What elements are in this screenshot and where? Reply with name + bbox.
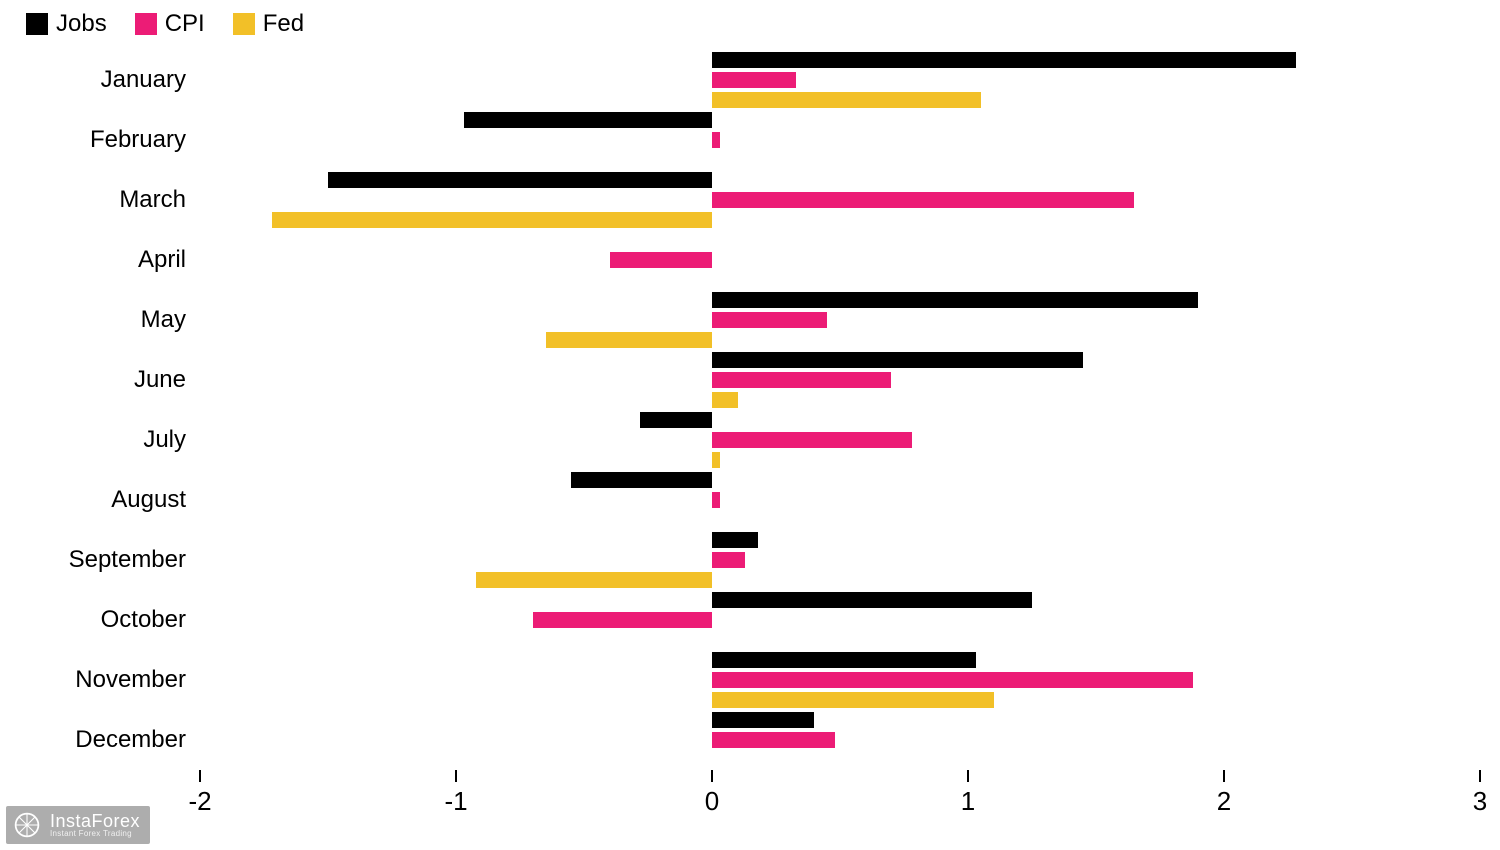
bar-fed (546, 332, 712, 348)
bar-cpi (712, 372, 891, 388)
x-tick-label: 3 (1473, 786, 1487, 817)
bar-cpi (712, 732, 835, 748)
chart-row: October (0, 590, 1500, 650)
chart-row: December (0, 710, 1500, 770)
month-label: August (0, 470, 200, 530)
x-tick (455, 770, 457, 782)
legend-label-cpi: CPI (165, 10, 205, 38)
plot-cell (200, 110, 1480, 170)
month-label: February (0, 110, 200, 170)
x-tick (1479, 770, 1481, 782)
bar-cpi (712, 552, 745, 568)
plot-cell (200, 650, 1480, 710)
x-tick-label: 0 (705, 786, 719, 817)
x-tick (967, 770, 969, 782)
watermark-subtitle: Instant Forex Trading (50, 830, 140, 838)
x-tick-label: 1 (961, 786, 975, 817)
x-tick (199, 770, 201, 782)
bar-jobs (712, 712, 814, 728)
bar-fed (272, 212, 712, 228)
bar-fed (712, 392, 738, 408)
x-axis: -2 -1 0 1 2 3 (0, 770, 1500, 820)
plot-cell (200, 710, 1480, 770)
bar-jobs (640, 412, 712, 428)
chart-plot-area: JanuaryFebruaryMarchAprilMayJuneJulyAugu… (0, 50, 1500, 820)
bar-jobs (712, 532, 758, 548)
bar-cpi (533, 612, 712, 628)
plot-cell (200, 290, 1480, 350)
bar-jobs (464, 112, 712, 128)
month-label: April (0, 230, 200, 290)
plot-cell (200, 230, 1480, 290)
legend-item-fed: Fed (233, 10, 304, 38)
chart-row: May (0, 290, 1500, 350)
plot-cell (200, 590, 1480, 650)
legend-item-cpi: CPI (135, 10, 205, 38)
bar-cpi (712, 132, 720, 148)
plot-cell (200, 410, 1480, 470)
bar-cpi (712, 432, 912, 448)
x-tick (1223, 770, 1225, 782)
plot-cell (200, 50, 1480, 110)
bar-jobs (328, 172, 712, 188)
chart-row: September (0, 530, 1500, 590)
legend-swatch-jobs (26, 13, 48, 35)
chart-row: July (0, 410, 1500, 470)
month-label: December (0, 710, 200, 770)
bar-cpi (712, 492, 720, 508)
chart-row: April (0, 230, 1500, 290)
plot-cell (200, 470, 1480, 530)
chart-row: January (0, 50, 1500, 110)
legend-item-jobs: Jobs (26, 10, 107, 38)
watermark-title: InstaForex (50, 812, 140, 830)
chart-row: August (0, 470, 1500, 530)
chart-row: June (0, 350, 1500, 410)
legend-label-fed: Fed (263, 10, 304, 38)
watermark: InstaForex Instant Forex Trading (6, 806, 150, 844)
x-tick-label: -2 (188, 786, 211, 817)
chart-row: November (0, 650, 1500, 710)
chart-row: March (0, 170, 1500, 230)
month-label: June (0, 350, 200, 410)
month-label: March (0, 170, 200, 230)
legend-label-jobs: Jobs (56, 10, 107, 38)
bar-cpi (712, 312, 827, 328)
bar-fed (712, 452, 720, 468)
chart-legend: Jobs CPI Fed (0, 0, 1500, 44)
month-label: May (0, 290, 200, 350)
plot-cell (200, 530, 1480, 590)
bar-jobs (712, 292, 1198, 308)
bar-fed (712, 692, 994, 708)
x-tick-label: -1 (444, 786, 467, 817)
month-label: January (0, 50, 200, 110)
bar-jobs (712, 352, 1083, 368)
x-tick-label: 2 (1217, 786, 1231, 817)
x-tick (711, 770, 713, 782)
bar-jobs (712, 52, 1296, 68)
bar-cpi (712, 72, 796, 88)
month-label: July (0, 410, 200, 470)
bar-cpi (712, 672, 1193, 688)
plot-cell (200, 170, 1480, 230)
instaforex-logo-icon (12, 810, 42, 840)
month-label: November (0, 650, 200, 710)
bar-jobs (712, 592, 1032, 608)
x-axis-ticks: -2-10123 (200, 770, 1480, 820)
bar-cpi (610, 252, 712, 268)
plot-cell (200, 350, 1480, 410)
bar-cpi (712, 192, 1134, 208)
month-label: September (0, 530, 200, 590)
month-label: October (0, 590, 200, 650)
legend-swatch-cpi (135, 13, 157, 35)
chart-row: February (0, 110, 1500, 170)
bar-fed (712, 92, 981, 108)
bar-jobs (571, 472, 712, 488)
bar-fed (476, 572, 712, 588)
legend-swatch-fed (233, 13, 255, 35)
bar-jobs (712, 652, 976, 668)
